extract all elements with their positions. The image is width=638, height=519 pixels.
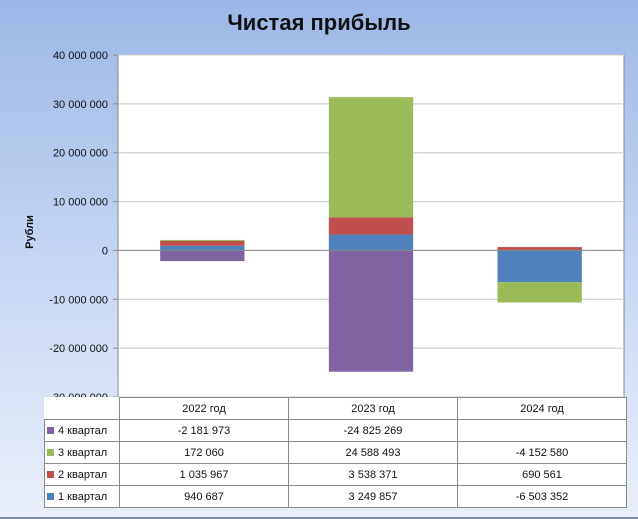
table-row: 4 квартал -2 181 973 -24 825 269: [44, 419, 627, 442]
category-label: 2024 год: [457, 397, 627, 420]
data-table: 2022 год 2023 год 2024 год 4 квартал -2 181…: [44, 397, 627, 508]
table-row: 1 квартал 940 687 3 249 857 -6 503 352: [44, 485, 627, 508]
series-name: 4 квартал: [58, 424, 108, 437]
data-label: -24 825 269: [288, 419, 458, 442]
bar-segment: [328, 97, 414, 218]
bar-segment: [497, 250, 582, 283]
data-label: [457, 419, 627, 442]
y-tick-label: 10 000 000: [53, 197, 108, 209]
table-header-row: 2022 год 2023 год 2024 год: [44, 397, 627, 420]
data-label: 3 249 857: [288, 485, 458, 508]
legend-swatch: [47, 427, 54, 435]
table-corner: [44, 397, 120, 420]
series-name: 2 квартал: [58, 468, 108, 481]
category-label: 2022 год: [119, 397, 289, 420]
bar-segment: [497, 247, 582, 251]
data-label: 690 561: [457, 463, 627, 486]
series-name: 3 квартал: [58, 446, 108, 459]
legend-entry: 4 квартал: [44, 419, 120, 442]
y-tick-label: 30 000 000: [53, 99, 108, 111]
bar-segment: [497, 282, 582, 303]
legend-entry: 1 квартал: [44, 485, 120, 508]
bar-segment: [328, 217, 414, 235]
legend-swatch: [47, 471, 54, 479]
table-row: 3 квартал 172 060 24 588 493 -4 152 580: [44, 441, 627, 464]
data-label: 1 035 967: [119, 463, 289, 486]
bar-segment: [328, 234, 414, 251]
data-label: 24 588 493: [288, 441, 458, 464]
category-label: 2023 год: [288, 397, 458, 420]
data-label: 940 687: [119, 485, 289, 508]
bar-segment: [328, 250, 414, 372]
legend-swatch: [47, 493, 54, 501]
legend-swatch: [47, 449, 54, 457]
y-tick-label: 20 000 000: [53, 148, 108, 160]
legend-entry: 2 квартал: [44, 463, 120, 486]
bar-segment: [160, 239, 245, 241]
data-label: -2 181 973: [119, 419, 289, 442]
table-body: 4 квартал -2 181 973 -24 825 269 3 квартал 1…: [44, 419, 627, 508]
data-label: -4 152 580: [457, 441, 627, 464]
series-name: 1 квартал: [58, 490, 108, 503]
y-tick-label: -10 000 000: [49, 294, 108, 306]
data-label: -6 503 352: [457, 485, 627, 508]
bar-segment: [160, 240, 245, 246]
legend-entry: 3 квартал: [44, 441, 120, 464]
y-tick-label: 40 000 000: [53, 50, 108, 62]
y-tick-label: 0: [102, 245, 108, 257]
chart-title: Чистая прибыль: [227, 10, 411, 35]
data-label: 3 538 371: [288, 463, 458, 486]
bar-segment: [160, 250, 245, 262]
data-label: 172 060: [119, 441, 289, 464]
y-tick-label: -20 000 000: [49, 343, 108, 355]
table-row: 2 квартал 1 035 967 3 538 371 690 561: [44, 463, 627, 486]
bar-segment: [160, 245, 245, 251]
